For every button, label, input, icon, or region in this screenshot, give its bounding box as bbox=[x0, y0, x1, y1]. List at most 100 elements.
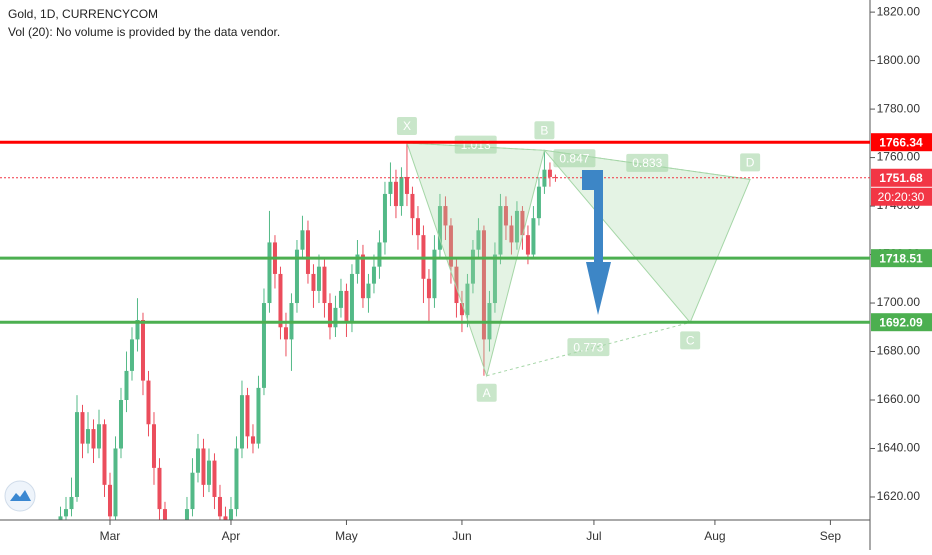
candle-body bbox=[74, 412, 79, 497]
pattern-point-label-box bbox=[680, 331, 701, 350]
candle-body bbox=[223, 516, 228, 520]
candle-body bbox=[146, 380, 151, 425]
level-label: 1766.34 bbox=[879, 135, 923, 149]
candle-body bbox=[349, 273, 354, 323]
candle-body bbox=[311, 273, 316, 291]
y-tick-label: 1760.00 bbox=[877, 150, 921, 164]
level-tag bbox=[871, 133, 932, 152]
candle-body bbox=[294, 249, 299, 304]
candle-body bbox=[410, 193, 415, 219]
level-label: 1718.51 bbox=[879, 251, 923, 265]
pattern-ratio-label: 1.013 bbox=[461, 138, 491, 152]
candle-body bbox=[151, 424, 156, 468]
candle-body bbox=[157, 467, 162, 510]
pattern-point-label: B bbox=[540, 123, 548, 137]
pattern-ratio-label: 0.847 bbox=[559, 151, 589, 165]
candle-body bbox=[509, 225, 514, 243]
candle-body bbox=[261, 303, 266, 388]
pattern-point-label: C bbox=[686, 334, 695, 348]
candle-body bbox=[531, 218, 536, 255]
candle-body bbox=[470, 249, 475, 284]
candle-body bbox=[388, 181, 393, 194]
candle-body bbox=[212, 460, 217, 497]
pattern-point-label: D bbox=[746, 156, 755, 170]
candle-body bbox=[415, 218, 420, 236]
candle-body bbox=[503, 206, 508, 226]
level-tag bbox=[871, 313, 932, 332]
candle-body bbox=[316, 266, 321, 291]
candle-body bbox=[195, 448, 200, 473]
candle-body bbox=[124, 370, 129, 400]
countdown-tag bbox=[871, 187, 932, 206]
candle-body bbox=[278, 273, 283, 328]
y-tick-label: 1680.00 bbox=[877, 344, 921, 358]
candle-body bbox=[553, 176, 558, 178]
candle-body bbox=[360, 254, 365, 299]
candle-body bbox=[333, 307, 338, 328]
candle-body bbox=[476, 230, 481, 250]
candle-body bbox=[96, 424, 101, 449]
candle-body bbox=[536, 186, 541, 219]
candle-body bbox=[80, 412, 85, 444]
pattern-point-label-box bbox=[396, 117, 417, 136]
candle-body bbox=[250, 436, 255, 444]
candle-body bbox=[437, 206, 442, 250]
candle-body bbox=[322, 266, 327, 304]
x-tick-label: Jul bbox=[586, 529, 601, 543]
candle-body bbox=[432, 249, 437, 299]
candle-body bbox=[162, 509, 167, 520]
candle-body bbox=[481, 230, 486, 340]
candle-body bbox=[371, 266, 376, 284]
candle-body bbox=[305, 230, 310, 274]
candle-body bbox=[118, 400, 123, 449]
level-tag bbox=[871, 249, 932, 268]
y-tick-label: 1800.00 bbox=[877, 53, 921, 67]
level-label: 1692.09 bbox=[879, 315, 923, 329]
level-label: 1751.68 bbox=[879, 171, 923, 185]
candle-body bbox=[344, 290, 349, 323]
chart-subtitle: Vol (20): No volume is provided by the d… bbox=[8, 25, 280, 39]
candle-body bbox=[107, 484, 112, 517]
y-tick-label: 1660.00 bbox=[877, 392, 921, 406]
pattern-point-label-box bbox=[476, 383, 497, 402]
candle-body bbox=[338, 290, 343, 308]
candle-body bbox=[459, 303, 464, 316]
x-tick-label: Apr bbox=[222, 529, 241, 543]
candle-body bbox=[140, 320, 145, 381]
pattern-point-label: A bbox=[483, 386, 491, 400]
candle-body bbox=[547, 169, 552, 177]
x-tick-label: Sep bbox=[820, 529, 842, 543]
candle-body bbox=[300, 230, 305, 250]
pattern-ratio-label: 0.773 bbox=[573, 340, 603, 354]
pattern-ratio-label-box bbox=[567, 338, 610, 357]
candle-body bbox=[443, 206, 448, 226]
candle-body bbox=[525, 235, 530, 255]
candle-body bbox=[245, 395, 250, 437]
candle-body bbox=[113, 448, 118, 517]
candle-body bbox=[234, 448, 239, 510]
candle-body bbox=[426, 278, 431, 299]
candle-body bbox=[399, 176, 404, 207]
candle-body bbox=[514, 210, 519, 243]
candle-body bbox=[327, 303, 332, 328]
candle-body bbox=[404, 176, 409, 194]
y-tick-label: 1620.00 bbox=[877, 489, 921, 503]
candle-body bbox=[454, 266, 459, 304]
candle-body bbox=[520, 210, 525, 236]
candle-body bbox=[448, 225, 453, 267]
candle-body bbox=[206, 460, 211, 485]
y-tick-label: 1780.00 bbox=[877, 101, 921, 115]
pattern-ratio-label-box bbox=[553, 149, 596, 168]
chart-title: Gold, 1D, CURRENCYCOM bbox=[8, 7, 158, 21]
x-tick-label: Mar bbox=[100, 529, 121, 543]
x-tick-label: May bbox=[335, 529, 358, 543]
candle-body bbox=[85, 429, 90, 444]
candle-body bbox=[498, 206, 503, 255]
pattern-point-label: X bbox=[403, 119, 411, 133]
candle-body bbox=[239, 395, 244, 449]
candle-body bbox=[492, 254, 497, 304]
candle-body bbox=[465, 283, 470, 316]
candle-body bbox=[184, 509, 189, 520]
candle-body bbox=[201, 448, 206, 485]
